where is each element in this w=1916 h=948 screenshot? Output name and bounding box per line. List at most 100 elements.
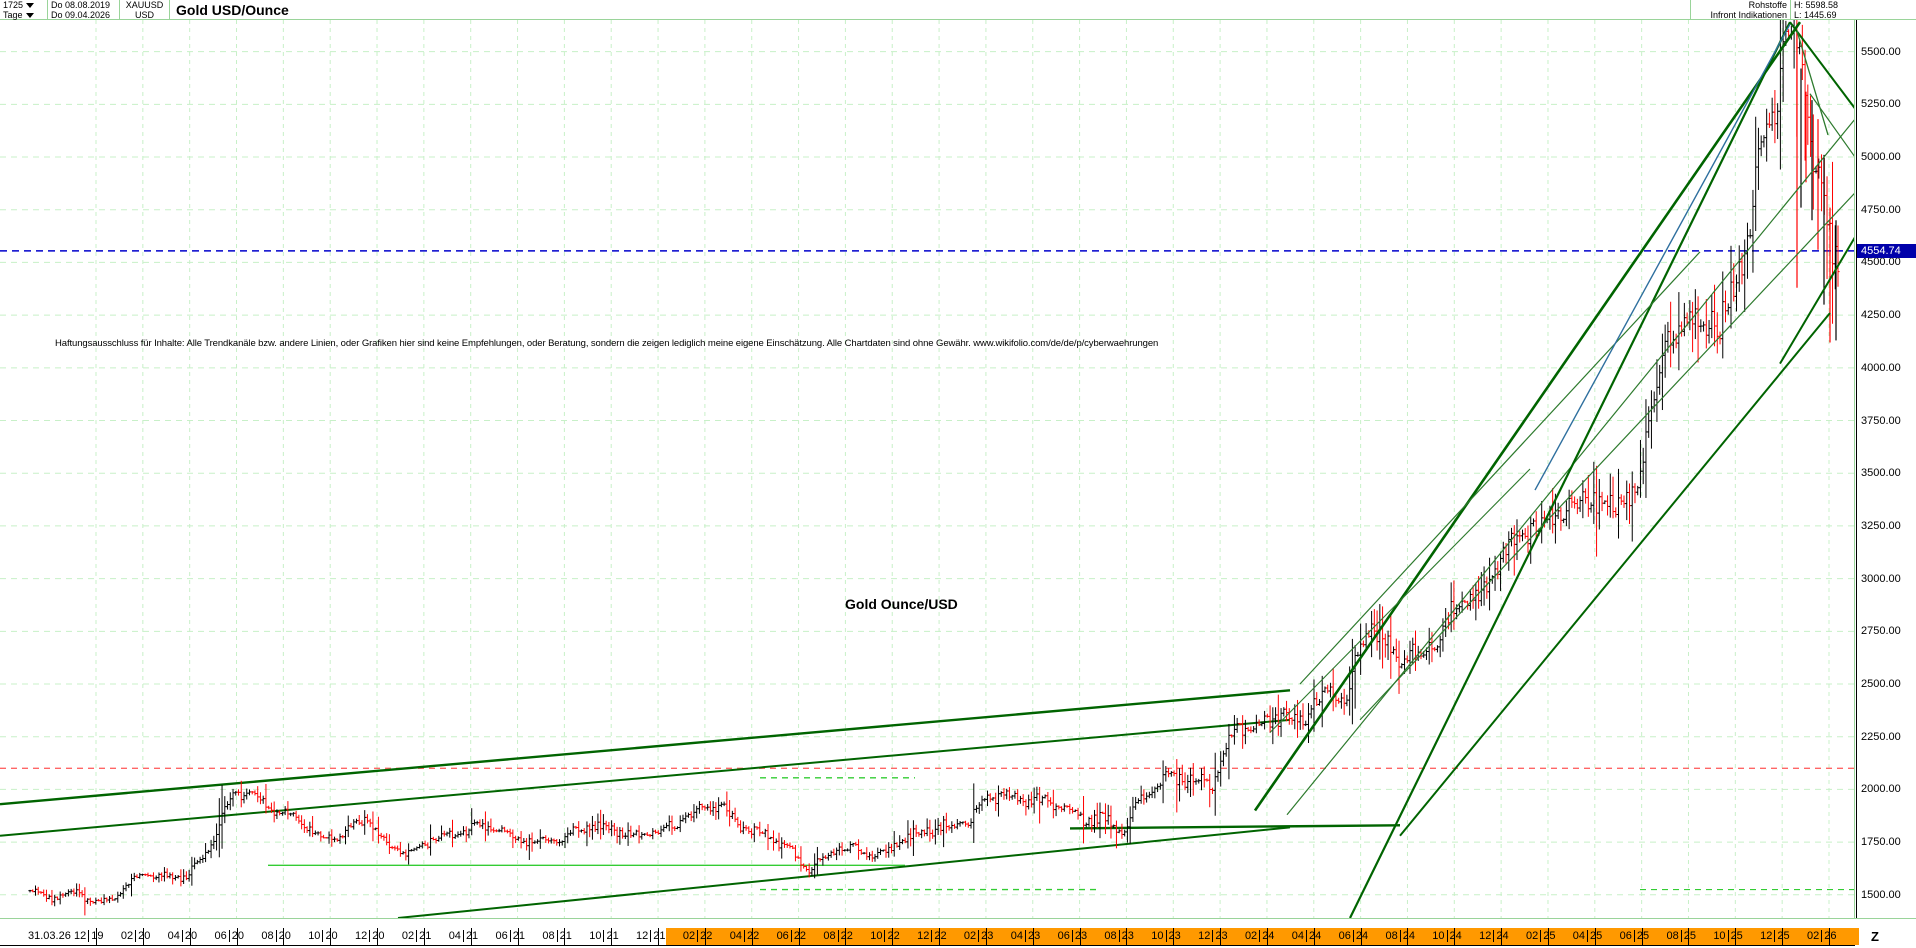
price-axis-tick: 1750.00 bbox=[1861, 836, 1901, 849]
time-axis-label: 04 20 bbox=[168, 930, 198, 943]
time-axis-label: 02 20 bbox=[121, 930, 151, 943]
time-axis-label: 02 23 bbox=[964, 930, 994, 943]
time-axis-label: 10 20 bbox=[308, 930, 338, 943]
time-axis-label-year: 24 bbox=[1446, 930, 1462, 942]
date-from: Do 08.08.2019 bbox=[51, 0, 111, 10]
time-axis-label-month: 02 bbox=[1244, 930, 1258, 942]
time-axis-label-year: 22 bbox=[697, 930, 713, 942]
time-axis-label-month: 04 bbox=[1572, 930, 1586, 942]
time-axis-tick bbox=[1220, 928, 1222, 945]
time-axis-label-year: 22 bbox=[884, 930, 900, 942]
time-axis-tick bbox=[1173, 928, 1175, 945]
time-axis-label-year: 21 bbox=[556, 930, 572, 942]
time-axis-label-month: 10 bbox=[870, 930, 883, 942]
time-axis-label-year: 24 bbox=[1306, 930, 1322, 942]
price-axis-tick: 4500.00 bbox=[1861, 256, 1901, 269]
time-axis-label: 06 23 bbox=[1058, 930, 1088, 943]
time-axis-label-month: 04 bbox=[729, 930, 742, 942]
grid-lines bbox=[0, 20, 1854, 918]
time-axis-label: 06 22 bbox=[777, 930, 807, 943]
chevron-down-icon bbox=[26, 3, 35, 9]
time-axis-tick bbox=[1126, 928, 1128, 945]
time-axis-label-year: 23 bbox=[1212, 930, 1228, 942]
time-axis-label-year: 25 bbox=[1727, 930, 1743, 942]
time-axis-tick bbox=[845, 928, 847, 945]
time-axis-tick bbox=[1266, 928, 1268, 945]
time-axis-label: 12 20 bbox=[355, 930, 385, 943]
time-axis-label-year: 19 bbox=[88, 930, 104, 942]
time-axis-label-month: 12 bbox=[917, 930, 930, 942]
time-axis-label-year: 25 bbox=[1680, 930, 1696, 942]
bars-count-dropdown[interactable]: 1725 bbox=[3, 0, 44, 10]
time-axis-label: 10 21 bbox=[589, 930, 619, 943]
time-axis-tick bbox=[1032, 928, 1034, 945]
time-axis-label-year: 23 bbox=[1071, 930, 1088, 942]
time-axis-tick bbox=[939, 928, 941, 945]
time-axis-tick bbox=[1735, 928, 1737, 945]
time-axis-tick bbox=[985, 928, 987, 945]
page-title: Gold USD/Ounce bbox=[176, 2, 289, 18]
high-low-block: H: 5598.58 L: 1445.69 bbox=[1790, 0, 1870, 20]
time-axis-tick bbox=[798, 928, 800, 945]
time-axis-tick bbox=[1641, 928, 1643, 945]
trend-lines-front bbox=[1253, 21, 1854, 918]
time-axis-tick bbox=[1594, 928, 1596, 945]
time-axis-tick bbox=[236, 928, 238, 945]
time-axis-tick bbox=[1688, 928, 1690, 945]
time-axis-label-year: 23 bbox=[978, 930, 994, 942]
time-axis-label-year: 20 bbox=[228, 930, 244, 942]
time-axis-baseline bbox=[0, 945, 1855, 946]
time-axis-label: 04 23 bbox=[1011, 930, 1041, 943]
price-axis-tick: 1500.00 bbox=[1861, 888, 1901, 901]
time-axis-tick bbox=[423, 928, 425, 945]
time-axis[interactable]: 31.03.26 12 19 02 20 04 20 06 20 08 20 10 20 12 20 02 21… bbox=[0, 918, 1916, 948]
date-range[interactable]: Do 08.08.2019 Do 09.04.2026 bbox=[48, 0, 120, 20]
time-axis-label: 10 22 bbox=[870, 930, 900, 943]
time-axis-label-year: 24 bbox=[1493, 930, 1509, 942]
time-axis-tick bbox=[1360, 928, 1362, 945]
period-high: H: 5598.58 bbox=[1794, 0, 1839, 10]
time-axis-label-year: 24 bbox=[1399, 930, 1415, 942]
chart-plot-area[interactable]: Haftungsausschluss für Inhalte: Alle Tre… bbox=[0, 20, 1855, 918]
chevron-down-icon bbox=[25, 13, 34, 19]
price-axis[interactable]: 5500.00 5250.00 5000.00 4750.00 4500.00 4250.… bbox=[1856, 20, 1916, 918]
time-axis-label: 06 25 bbox=[1620, 930, 1650, 943]
interval-dropdown[interactable]: Tage bbox=[3, 10, 44, 20]
time-axis-label: 06 24 bbox=[1339, 930, 1369, 943]
time-axis-label-year: 25 bbox=[1774, 930, 1790, 942]
time-axis-label: 02 26 bbox=[1807, 930, 1837, 943]
time-axis-tick bbox=[658, 928, 660, 945]
time-axis-label: 04 25 bbox=[1573, 930, 1603, 943]
time-axis-label-year: 20 bbox=[275, 930, 291, 942]
time-axis-label-month: 06 bbox=[495, 930, 508, 942]
time-axis-tick bbox=[1547, 928, 1549, 945]
ohlc-bars bbox=[28, 20, 1840, 916]
time-axis-tick bbox=[142, 928, 144, 945]
time-axis-label-month: 06 bbox=[1338, 930, 1351, 942]
time-axis-label: 12 23 bbox=[1198, 930, 1228, 943]
time-axis-label: 12 25 bbox=[1760, 930, 1790, 943]
time-axis-label-year: 20 bbox=[322, 930, 338, 942]
time-axis-label-month: 04 bbox=[1010, 930, 1023, 942]
time-axis-label-month: 02 bbox=[963, 930, 977, 942]
time-axis-tick bbox=[704, 928, 706, 945]
chart-header: 1725 Tage Do 08.08.2019 Do 09.04.2026 XA… bbox=[0, 0, 1916, 20]
time-axis-label: 04 22 bbox=[730, 930, 760, 943]
time-axis-label-month: 10 bbox=[1151, 930, 1164, 942]
time-axis-label-year: 26 bbox=[1821, 930, 1837, 942]
time-axis-label-month: 06 bbox=[1057, 930, 1070, 942]
time-axis-label: 06 21 bbox=[496, 930, 526, 943]
instrument-block[interactable]: XAUUSD USD bbox=[120, 0, 170, 20]
time-axis-label-month: 06 bbox=[1619, 930, 1632, 942]
time-axis-label-year: 25 bbox=[1540, 930, 1556, 942]
provider-category: Rohstoffe bbox=[1748, 0, 1787, 10]
time-axis-tick bbox=[1829, 928, 1830, 945]
time-axis-tick bbox=[1407, 928, 1409, 945]
trend-lines bbox=[0, 689, 1401, 918]
time-axis-label-year: 22 bbox=[743, 930, 760, 942]
price-axis-tick: 5250.00 bbox=[1861, 98, 1901, 111]
price-axis-tick: 5000.00 bbox=[1861, 151, 1901, 164]
time-axis-tick bbox=[189, 928, 191, 945]
time-axis-label: 12 22 bbox=[917, 930, 947, 943]
time-axis-label-year: 23 bbox=[1165, 930, 1181, 942]
